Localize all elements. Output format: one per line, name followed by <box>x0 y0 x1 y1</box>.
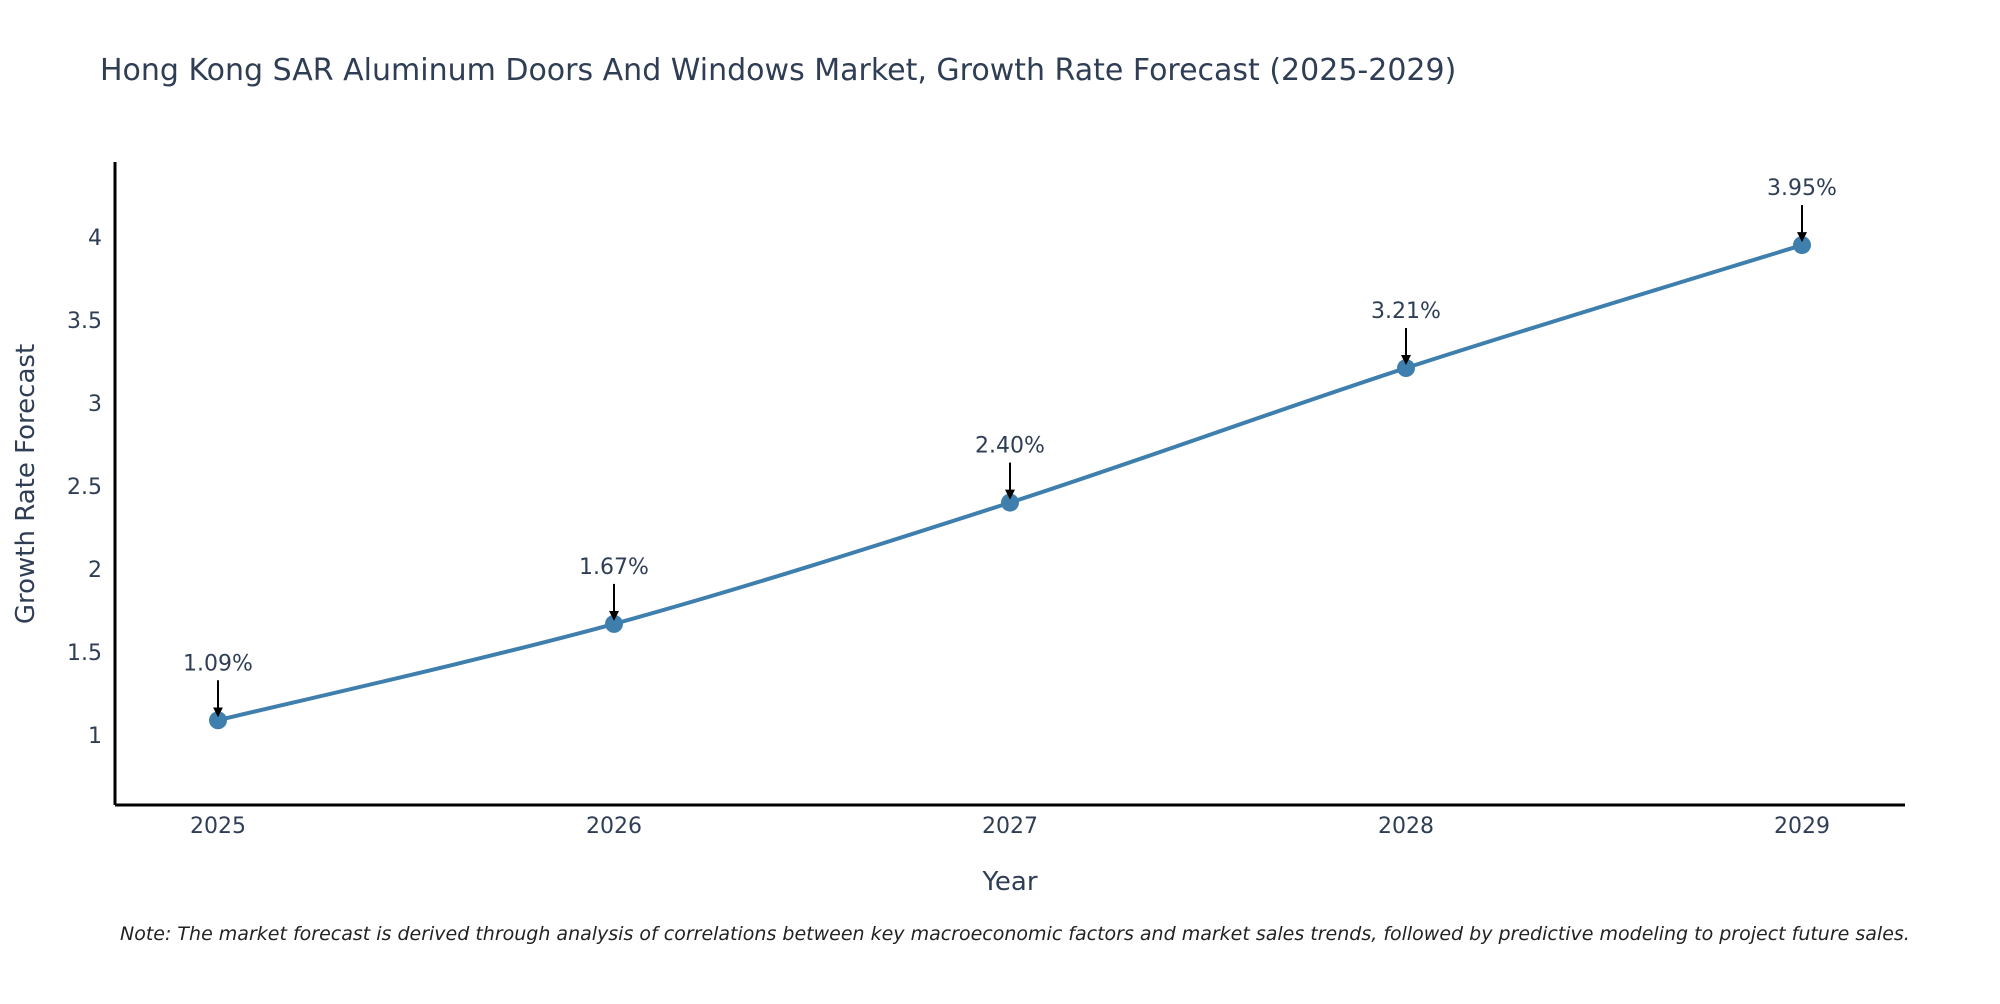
data-point <box>1793 236 1811 255</box>
data-label: 3.95% <box>1767 176 1837 201</box>
data-point <box>209 711 227 730</box>
y-tick-label: 2 <box>88 558 102 583</box>
chart-note: Note: The market forecast is derived thr… <box>120 923 1910 945</box>
data-labels: 1.09% 1.67% 2.40% 3.21% 3.95% <box>183 176 1837 718</box>
data-point <box>1001 493 1019 512</box>
x-tick-label: 2029 <box>1774 814 1830 839</box>
x-tick-labels: 2025 2026 2027 2028 2029 <box>190 814 1830 839</box>
y-tick-label: 1 <box>88 724 102 749</box>
data-label: 1.67% <box>579 555 649 580</box>
y-tick-label: 3.5 <box>67 309 102 334</box>
x-tick-label: 2025 <box>190 814 246 839</box>
x-tick-label: 2026 <box>586 814 642 839</box>
data-label: 2.40% <box>975 434 1045 459</box>
y-axis-title: Growth Rate Forecast <box>11 344 41 624</box>
data-label: 1.09% <box>183 651 253 676</box>
x-axis-title: Year <box>981 867 1037 897</box>
data-point <box>1397 359 1415 378</box>
x-tick-label: 2028 <box>1378 814 1434 839</box>
y-tick-label: 4 <box>88 226 102 251</box>
chart-title: Hong Kong SAR Aluminum Doors And Windows… <box>100 53 1456 88</box>
data-point <box>605 614 623 633</box>
y-tick-label: 1.5 <box>67 641 102 666</box>
y-tick-label: 2.5 <box>67 475 102 500</box>
x-tick-label: 2027 <box>982 814 1038 839</box>
y-tick-labels: 1 1.5 2 2.5 3 3.5 4 <box>67 226 102 749</box>
data-label: 3.21% <box>1371 299 1441 324</box>
axes <box>113 162 1905 807</box>
y-tick-label: 3 <box>88 392 102 417</box>
